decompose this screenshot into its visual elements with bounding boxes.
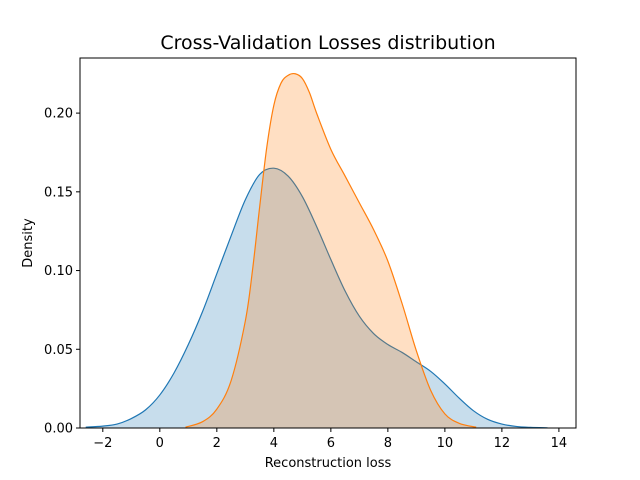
y-axis-label: Density bbox=[21, 218, 36, 268]
series-2-line bbox=[185, 72, 477, 428]
y-tick-label: 0.00 bbox=[44, 422, 73, 437]
x-tick-label: 12 bbox=[494, 436, 511, 451]
series-1-line bbox=[85, 167, 548, 429]
x-axis-label: Reconstruction loss bbox=[265, 456, 392, 471]
series-1-area bbox=[85, 168, 548, 428]
y-tick-label: 0.05 bbox=[44, 343, 73, 358]
series-layer bbox=[85, 72, 548, 429]
x-tick-label: −2 bbox=[93, 436, 112, 451]
x-tick-label: 2 bbox=[213, 436, 221, 451]
x-tick-label: 8 bbox=[384, 436, 392, 451]
plot-frame bbox=[79, 57, 577, 429]
x-tick-label: 14 bbox=[551, 436, 568, 451]
chart-title: Cross-Validation Losses distribution bbox=[160, 32, 495, 54]
x-tick-label: 6 bbox=[327, 436, 335, 451]
x-axis: −2 0 2 4 6 8 10 12 14 bbox=[93, 428, 567, 451]
x-tick-label: 4 bbox=[270, 436, 278, 451]
x-tick-label: 10 bbox=[437, 436, 454, 451]
series-2-area bbox=[185, 73, 477, 428]
y-tick-label: 0.15 bbox=[44, 185, 73, 200]
x-tick-label: 0 bbox=[156, 436, 164, 451]
y-tick-label: 0.10 bbox=[44, 264, 73, 279]
y-tick-label: 0.20 bbox=[44, 107, 73, 122]
y-axis: 0.00 0.05 0.10 0.15 0.20 bbox=[44, 107, 80, 437]
